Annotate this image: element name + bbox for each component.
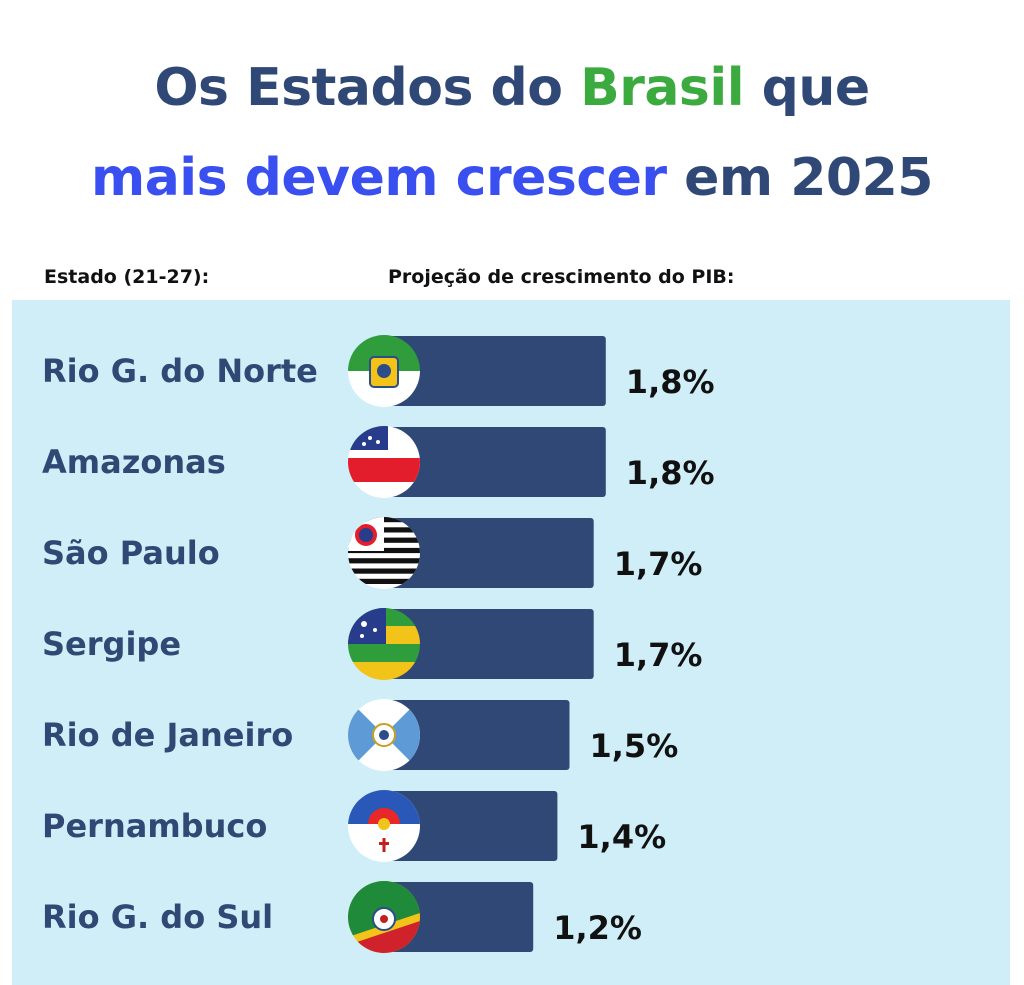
bar-row: Rio de Janeiro 1,5% <box>42 699 678 771</box>
title-highlight: mais devem crescer <box>91 148 667 208</box>
bar-row: Amazonas 1,8% <box>42 426 715 498</box>
bar <box>388 427 606 497</box>
bar <box>388 518 594 588</box>
title-year: em 2025 <box>666 148 933 208</box>
column-header-pib: Projeção de crescimento do PIB: <box>388 266 735 288</box>
value-label: 1,8% <box>626 363 715 401</box>
bar-row: Pernambuco 1,4% <box>42 790 666 862</box>
bar-row: Rio G. do Sul 1,2% <box>42 881 642 953</box>
state-label: Pernambuco <box>42 807 267 845</box>
state-label: Rio G. do Sul <box>42 898 273 936</box>
title-line-2: mais devem crescer em 2025 <box>0 148 1024 208</box>
title-brasil: Brasil <box>580 58 745 118</box>
value-label: 1,7% <box>614 636 703 674</box>
rs-flag-icon <box>348 881 420 953</box>
bar <box>388 791 558 861</box>
bar <box>388 336 606 406</box>
rj-flag-icon <box>348 699 420 771</box>
state-label: Sergipe <box>42 625 181 663</box>
pe-flag-icon <box>348 790 420 862</box>
value-label: 1,5% <box>590 727 679 765</box>
sp-flag-icon <box>348 517 420 589</box>
se-flag-icon <box>348 608 420 680</box>
state-label: Rio G. do Norte <box>42 352 318 390</box>
state-label: Rio de Janeiro <box>42 716 293 754</box>
bar-row: Rio G. do Norte 1,8% <box>42 335 715 407</box>
bar <box>388 609 594 679</box>
title-part-1: Os Estados do <box>154 58 581 118</box>
bar <box>388 882 534 952</box>
bar-row: São Paulo 1,7% <box>42 517 702 589</box>
value-label: 1,8% <box>626 454 715 492</box>
state-label: Amazonas <box>42 443 226 481</box>
title-line-1: Os Estados do Brasil que <box>0 58 1024 118</box>
value-label: 1,4% <box>577 818 666 856</box>
value-label: 1,7% <box>614 545 703 583</box>
am-flag-icon <box>348 426 420 498</box>
rn-flag-icon <box>348 335 420 407</box>
title-part-2: que <box>744 58 871 118</box>
value-label: 1,2% <box>553 909 642 947</box>
bar-row: Sergipe 1,7% <box>42 608 702 680</box>
state-label: São Paulo <box>42 534 220 572</box>
bar <box>388 700 570 770</box>
column-header-state: Estado (21-27): <box>44 266 210 288</box>
bars-layer: Rio G. do Norte 1,8% Amazonas 1,8% São Paulo… <box>42 335 715 953</box>
